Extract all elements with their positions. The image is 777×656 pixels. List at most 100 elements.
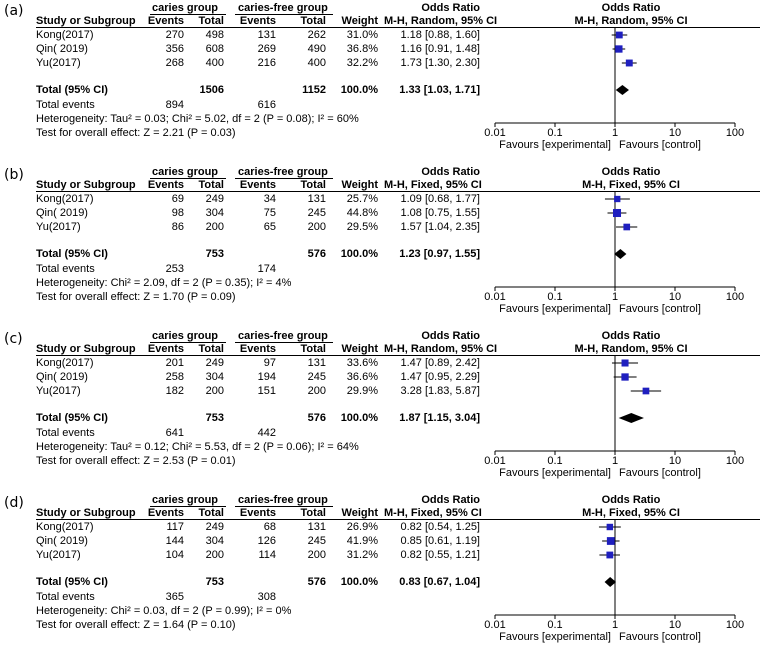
study-weight: 36.8% bbox=[346, 43, 378, 55]
total-events-label: Total events bbox=[36, 427, 95, 439]
method-header: M-H, Random, 95% CI bbox=[384, 343, 498, 355]
pooled-effect-diamond bbox=[604, 577, 617, 587]
study-column-header: Study or Subgroup bbox=[36, 343, 136, 355]
heterogeneity-text: Heterogeneity: Tau² = 0.03; Chi² = 5.02,… bbox=[36, 113, 359, 125]
study-weight: 36.6% bbox=[346, 371, 378, 383]
study-weight: 26.9% bbox=[346, 521, 378, 533]
study-column-header: Study or Subgroup bbox=[36, 507, 136, 519]
pooled-effect-diamond bbox=[614, 249, 627, 259]
caries-free-total-sum: 1152 bbox=[302, 84, 326, 96]
pooled-odds-ratio: 1.23 [0.97, 1.55] bbox=[399, 248, 480, 260]
caries-events: 98 bbox=[171, 207, 184, 219]
caries-free-events: 65 bbox=[263, 221, 276, 233]
events-column-header: Events bbox=[239, 15, 276, 27]
study-name: Kong(2017) bbox=[36, 521, 94, 533]
study-point-square bbox=[642, 387, 650, 395]
caries-total-events: 894 bbox=[165, 99, 184, 111]
method-header: M-H, Fixed, 95% CI bbox=[384, 507, 482, 519]
panel-label: (a) bbox=[4, 3, 24, 19]
study-odds-ratio: 1.08 [0.75, 1.55] bbox=[400, 207, 480, 219]
x-axis-tick-label: 0.1 bbox=[547, 455, 562, 467]
caries-free-total-sum: 576 bbox=[307, 412, 326, 424]
study-column-header: Study or Subgroup bbox=[36, 179, 136, 191]
pooled-odds-ratio: 1.33 [1.03, 1.71] bbox=[399, 84, 480, 96]
caries-group-header: caries group bbox=[152, 494, 219, 506]
study-weight: 32.2% bbox=[346, 57, 378, 69]
study-odds-ratio: 3.28 [1.83, 5.87] bbox=[400, 385, 480, 397]
x-axis-tick-label: 0.01 bbox=[484, 291, 505, 303]
x-axis-tick-label: 10 bbox=[669, 291, 681, 303]
caries-total-sum: 753 bbox=[205, 248, 224, 260]
total-column-header: Total bbox=[300, 507, 326, 519]
caries-total: 304 bbox=[205, 371, 224, 383]
total-events-label: Total events bbox=[36, 591, 95, 603]
caries-free-events: 126 bbox=[257, 535, 276, 547]
caries-free-group-header: caries-free group bbox=[238, 494, 328, 506]
caries-total-sum: 753 bbox=[205, 576, 224, 588]
total-weight: 100.0% bbox=[340, 248, 378, 260]
weight-column-header: Weight bbox=[341, 15, 378, 27]
caries-free-total-events: 616 bbox=[257, 99, 276, 111]
caries-total: 498 bbox=[205, 29, 224, 41]
study-name: Qin( 2019) bbox=[36, 371, 88, 383]
x-axis-tick-label: 0.01 bbox=[484, 127, 505, 139]
x-axis-tick-label: 100 bbox=[726, 127, 744, 139]
study-odds-ratio: 1.57 [1.04, 2.35] bbox=[400, 221, 480, 233]
caries-free-total-events: 308 bbox=[257, 591, 276, 603]
caries-group-header: caries group bbox=[152, 166, 219, 178]
caries-events: 104 bbox=[165, 549, 184, 561]
caries-free-group-header: caries-free group bbox=[238, 2, 328, 14]
pooled-odds-ratio: 0.83 [0.67, 1.04] bbox=[399, 576, 480, 588]
study-odds-ratio: 0.85 [0.61, 1.19] bbox=[400, 535, 480, 547]
overall-effect-text: Test for overall effect: Z = 2.53 (P = 0… bbox=[36, 455, 236, 467]
study-name: Yu(2017) bbox=[36, 221, 81, 233]
caries-total: 400 bbox=[205, 57, 224, 69]
forest-plot: 0.01 0.1 1 10 100 Favours [experimental] Favou… bbox=[484, 28, 744, 151]
caries-free-total: 245 bbox=[307, 535, 326, 547]
study-point-square bbox=[615, 31, 623, 39]
favours-left-label: Favours [experimental] bbox=[499, 139, 611, 151]
caries-free-group-header: caries-free group bbox=[238, 166, 328, 178]
caries-free-total: 245 bbox=[307, 371, 326, 383]
group-underline bbox=[235, 342, 333, 343]
weight-column-header: Weight bbox=[341, 507, 378, 519]
study-point-square bbox=[621, 359, 629, 367]
events-column-header: Events bbox=[239, 343, 276, 355]
total-column-header: Total bbox=[198, 507, 224, 519]
odds-ratio-header: Odds Ratio bbox=[601, 2, 661, 14]
panel-label: (d) bbox=[4, 495, 24, 511]
total-column-header: Total bbox=[300, 15, 326, 27]
study-weight: 44.8% bbox=[346, 207, 378, 219]
caries-free-total-sum: 576 bbox=[307, 576, 326, 588]
total-label: Total (95% CI) bbox=[36, 84, 108, 96]
favours-right-label: Favours [control] bbox=[619, 303, 701, 315]
forest-plot: 0.01 0.1 1 10 100 Favours [experimental] Favou… bbox=[484, 192, 744, 315]
favours-right-label: Favours [control] bbox=[619, 631, 701, 643]
caries-free-total-events: 442 bbox=[257, 427, 276, 439]
study-weight: 25.7% bbox=[346, 193, 378, 205]
x-axis-tick-label: 10 bbox=[669, 619, 681, 631]
study-point-square bbox=[606, 537, 615, 545]
x-axis-tick-label: 1 bbox=[612, 127, 618, 139]
x-axis-tick-label: 0.1 bbox=[547, 127, 562, 139]
study-name: Kong(2017) bbox=[36, 357, 94, 369]
study-odds-ratio: 1.47 [0.95, 2.29] bbox=[400, 371, 480, 383]
total-weight: 100.0% bbox=[340, 412, 378, 424]
events-column-header: Events bbox=[239, 179, 276, 191]
group-underline bbox=[150, 14, 226, 15]
caries-free-events: 269 bbox=[257, 43, 276, 55]
caries-free-total: 200 bbox=[307, 385, 326, 397]
caries-total-sum: 1506 bbox=[199, 84, 224, 96]
panel-label: (b) bbox=[4, 167, 24, 183]
caries-free-events: 216 bbox=[257, 57, 276, 69]
heterogeneity-text: Heterogeneity: Chi² = 0.03, df = 2 (P = … bbox=[36, 605, 292, 617]
caries-total-events: 365 bbox=[165, 591, 184, 603]
study-name: Qin( 2019) bbox=[36, 43, 88, 55]
x-axis-tick-label: 100 bbox=[726, 619, 744, 631]
caries-events: 86 bbox=[171, 221, 184, 233]
forest-plot: 0.01 0.1 1 10 100 Favours [experimental] Favou… bbox=[484, 356, 744, 479]
panel-label: (c) bbox=[4, 331, 23, 347]
study-weight: 29.9% bbox=[346, 385, 378, 397]
heterogeneity-text: Heterogeneity: Chi² = 2.09, df = 2 (P = … bbox=[36, 277, 292, 289]
favours-left-label: Favours [experimental] bbox=[499, 467, 611, 479]
